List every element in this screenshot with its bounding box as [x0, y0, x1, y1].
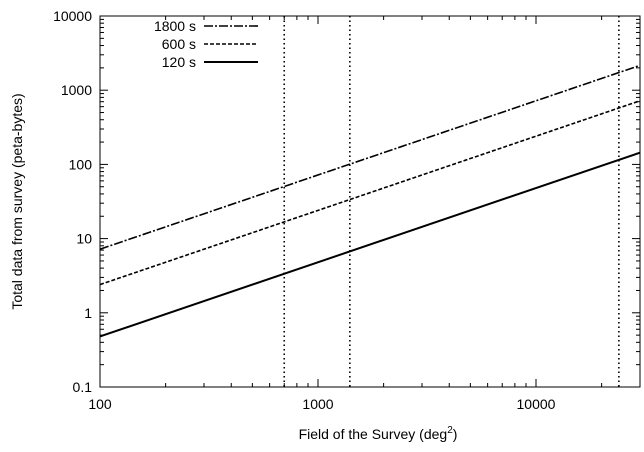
y-axis-title: Total data from survey (peta-bytes) [9, 93, 25, 309]
plot-content [100, 16, 640, 387]
legend-label: 1800 s [154, 18, 196, 34]
plot-frame [99, 15, 641, 388]
y-tick-label: 10 [76, 231, 92, 247]
y-tick-label: 1 [84, 305, 92, 321]
x-tick-label: 1000 [302, 396, 333, 412]
x-axis: 100 1000 10000 [88, 16, 641, 412]
x-tick-label: 100 [88, 396, 112, 412]
y-tick-label: 100 [69, 156, 93, 172]
series-line-3 [100, 151, 640, 338]
legend: 1800 s 600 s 120 s [154, 18, 258, 70]
y-tick-label: 0.1 [73, 379, 93, 395]
y-axis: 0.1 1 10 100 1000 10000 [53, 8, 640, 395]
y-tick-label: 10000 [53, 8, 92, 24]
y-tick-label: 1000 [61, 82, 92, 98]
x-axis-title: Field of the Survey (deg2) [299, 425, 458, 442]
x-tick-label: 10000 [517, 396, 556, 412]
legend-label: 600 s [162, 36, 196, 52]
series-line-1 [100, 64, 640, 250]
legend-label: 120 s [162, 54, 196, 70]
series-line-2 [100, 100, 640, 286]
